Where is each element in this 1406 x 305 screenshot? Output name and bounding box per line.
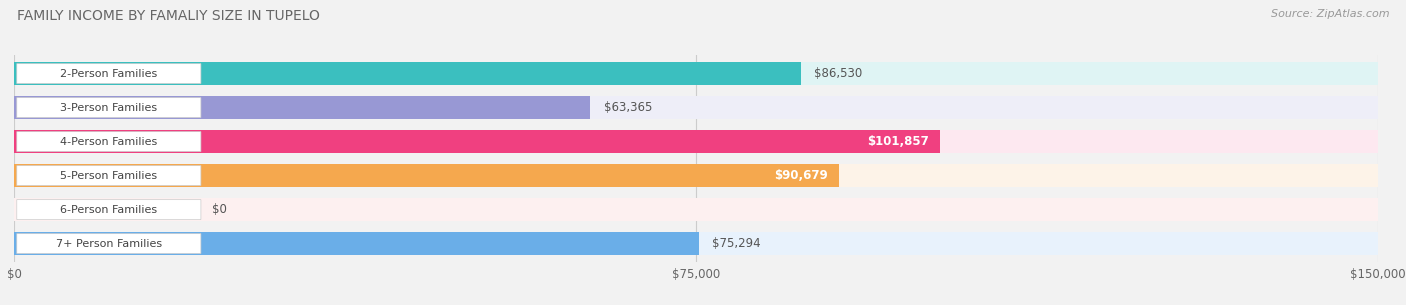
Text: Source: ZipAtlas.com: Source: ZipAtlas.com: [1271, 9, 1389, 19]
Bar: [14, 130, 941, 153]
Bar: [14, 164, 838, 187]
Text: $101,857: $101,857: [868, 135, 929, 148]
Text: 7+ Person Families: 7+ Person Families: [56, 239, 162, 249]
Bar: [14, 96, 591, 119]
Bar: [14, 164, 1378, 187]
FancyBboxPatch shape: [17, 234, 201, 253]
Bar: [14, 62, 1378, 85]
FancyBboxPatch shape: [17, 200, 201, 220]
Text: 5-Person Families: 5-Person Families: [60, 170, 157, 181]
Text: $63,365: $63,365: [603, 101, 652, 114]
Text: $0: $0: [212, 203, 226, 216]
Bar: [14, 96, 1378, 119]
Text: $90,679: $90,679: [773, 169, 828, 182]
Text: 3-Person Families: 3-Person Families: [60, 102, 157, 113]
FancyBboxPatch shape: [17, 64, 201, 84]
Bar: [14, 198, 1378, 221]
Text: $75,294: $75,294: [713, 237, 761, 250]
Text: FAMILY INCOME BY FAMALIY SIZE IN TUPELO: FAMILY INCOME BY FAMALIY SIZE IN TUPELO: [17, 9, 319, 23]
Text: 2-Person Families: 2-Person Families: [60, 69, 157, 79]
Text: 6-Person Families: 6-Person Families: [60, 205, 157, 215]
Text: 4-Person Families: 4-Person Families: [60, 137, 157, 147]
Bar: [14, 232, 699, 255]
Bar: [14, 232, 1378, 255]
FancyBboxPatch shape: [17, 166, 201, 185]
Bar: [14, 130, 1378, 153]
Bar: [14, 62, 801, 85]
Text: $86,530: $86,530: [814, 67, 863, 80]
FancyBboxPatch shape: [17, 132, 201, 152]
FancyBboxPatch shape: [17, 98, 201, 117]
